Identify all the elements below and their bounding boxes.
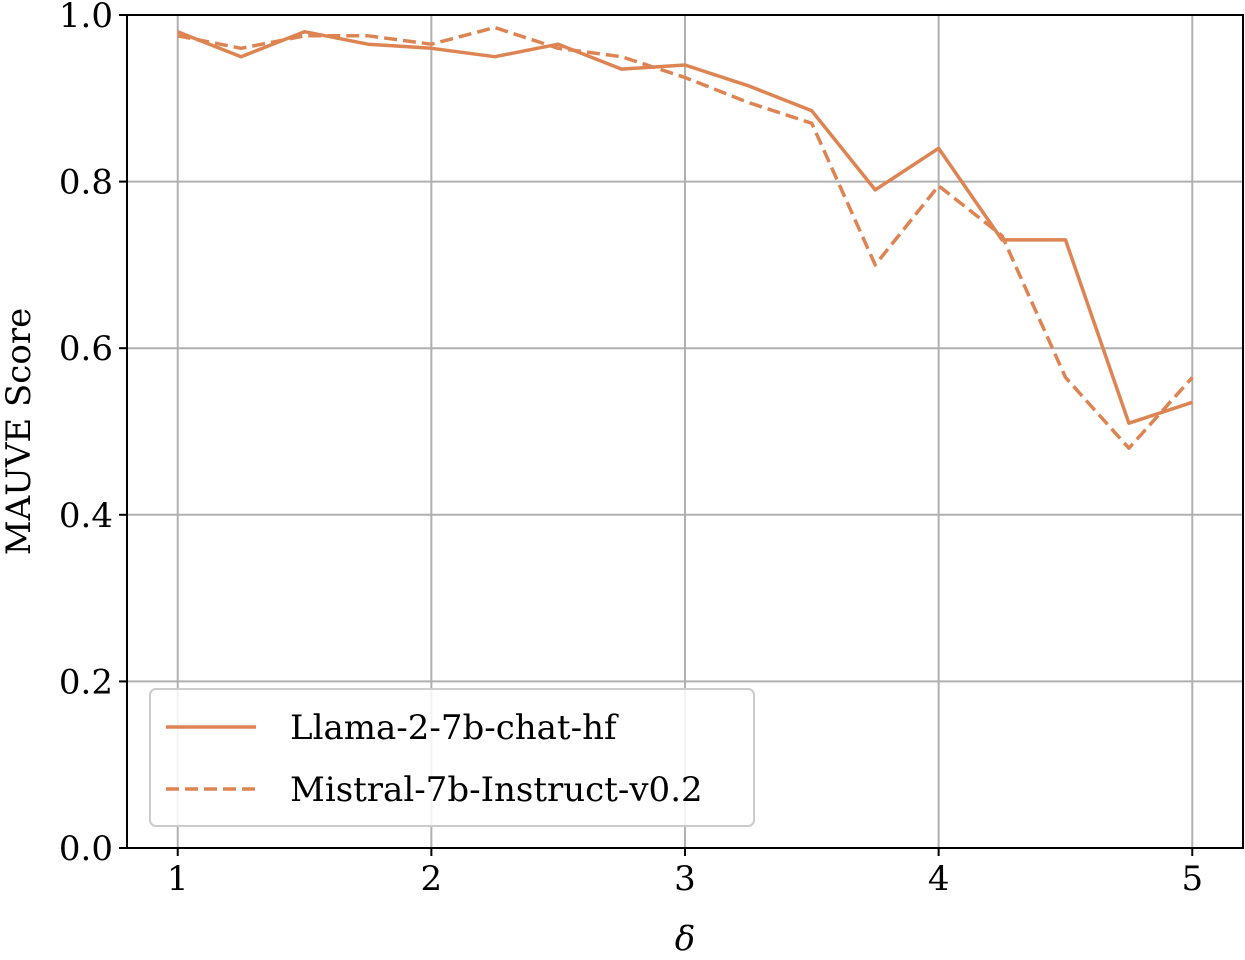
y-tick-label: 1.0 bbox=[59, 0, 113, 36]
x-tick-label: 2 bbox=[421, 859, 443, 899]
series-lines bbox=[177, 25, 1194, 450]
y-axis-label: MAUVE Score bbox=[0, 308, 39, 555]
y-tick-label: 0.8 bbox=[59, 163, 113, 203]
x-tick-label: 3 bbox=[674, 859, 696, 899]
y-tick-label: 0.4 bbox=[59, 496, 113, 536]
x-tick-label: 4 bbox=[928, 859, 950, 899]
x-axis-label: δ bbox=[675, 919, 695, 959]
series-line-2 bbox=[177, 25, 1194, 450]
legend-label-1: Llama-2-7b-chat-hf bbox=[290, 708, 619, 748]
y-tick-label: 0.6 bbox=[59, 329, 113, 369]
legend: Llama-2-7b-chat-hf Mistral-7b-Instruct-v0… bbox=[149, 688, 755, 827]
y-tick-label: 0.2 bbox=[59, 662, 113, 702]
x-tick-label: 1 bbox=[167, 859, 189, 899]
y-tick-label: 0.0 bbox=[59, 829, 113, 869]
series-line-1 bbox=[177, 29, 1193, 425]
legend-box bbox=[149, 688, 755, 827]
axis-ticks: 1 2 3 4 5 0.0 0.2 0.4 0.6 0.8 1.0 bbox=[59, 0, 1203, 899]
legend-label-2: Mistral-7b-Instruct-v0.2 bbox=[290, 770, 703, 810]
x-tick-label: 5 bbox=[1181, 859, 1203, 899]
